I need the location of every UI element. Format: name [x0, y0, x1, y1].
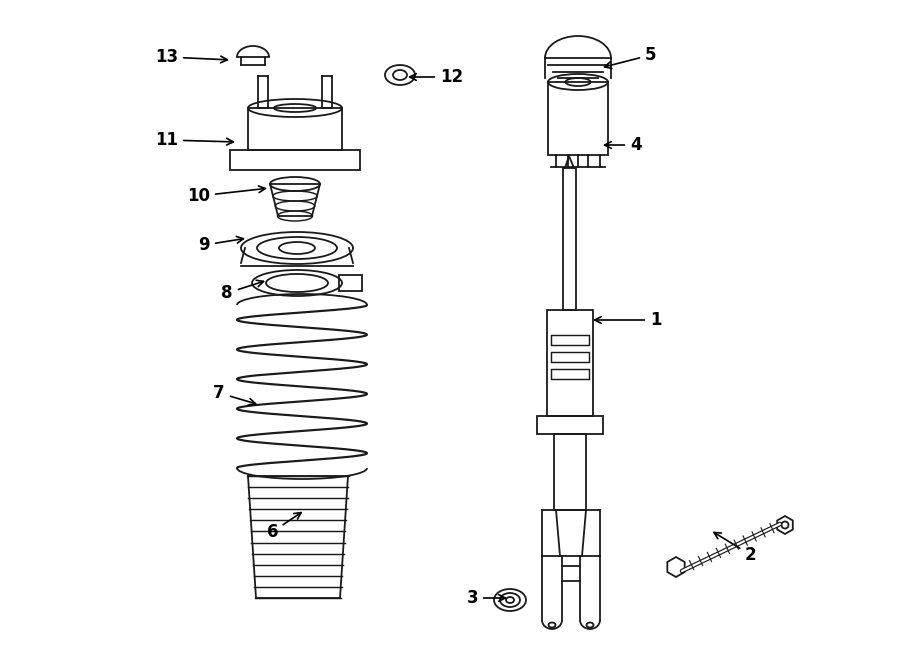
Polygon shape [667, 557, 685, 577]
Text: 1: 1 [595, 311, 662, 329]
Text: 9: 9 [198, 236, 243, 254]
Text: 2: 2 [714, 532, 757, 564]
Text: 7: 7 [213, 384, 256, 405]
Text: 5: 5 [605, 46, 656, 68]
Ellipse shape [385, 65, 415, 85]
Ellipse shape [393, 70, 407, 80]
Ellipse shape [500, 593, 520, 607]
Text: 8: 8 [221, 280, 264, 302]
Ellipse shape [506, 597, 514, 603]
Text: 10: 10 [187, 186, 266, 205]
Ellipse shape [781, 522, 788, 528]
Polygon shape [778, 516, 793, 534]
Text: 4: 4 [605, 136, 642, 154]
Text: 6: 6 [266, 512, 302, 541]
Text: 3: 3 [466, 589, 506, 607]
Text: 11: 11 [155, 131, 233, 149]
Text: 13: 13 [155, 48, 228, 66]
Text: 12: 12 [410, 68, 464, 86]
Ellipse shape [494, 589, 526, 611]
